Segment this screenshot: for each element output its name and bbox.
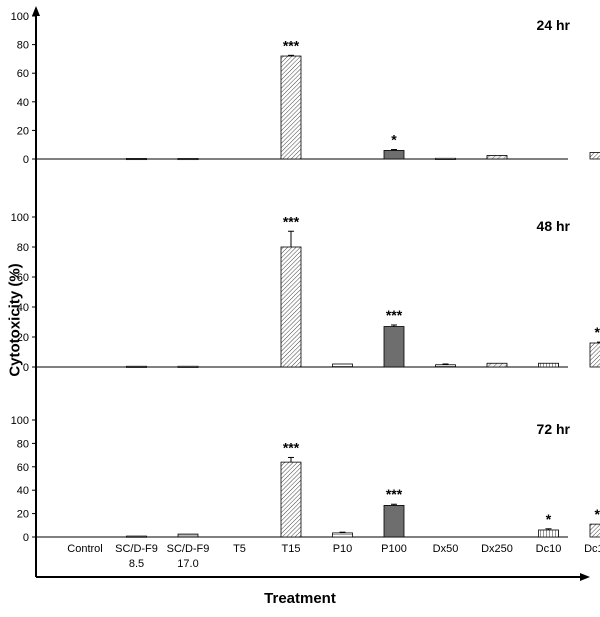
significance-marker: *** [386, 307, 403, 323]
category-label: Dx250 [481, 543, 513, 555]
significance-marker: * [546, 511, 552, 527]
significance-marker: *** [283, 37, 300, 53]
significance-marker: *** [386, 486, 403, 502]
bar [332, 363, 353, 368]
y-tick-label: 80 [17, 438, 29, 450]
bar [486, 362, 508, 368]
bar [589, 523, 600, 538]
bar [280, 246, 302, 368]
x-axis-title: Treatment [264, 590, 336, 607]
significance-marker: *** [283, 439, 300, 455]
y-tick-label: 60 [17, 462, 29, 474]
significance-marker: ** [595, 506, 600, 522]
y-tick-label: 60 [17, 68, 29, 80]
bar [589, 152, 600, 160]
bar [435, 364, 456, 368]
bar [177, 365, 199, 368]
y-tick-label: 0 [23, 532, 29, 544]
bar [280, 461, 302, 538]
y-tick-label: 100 [11, 11, 29, 23]
bar [332, 532, 353, 538]
panel-label: 48 hr [537, 218, 571, 234]
bar [126, 158, 147, 161]
y-tick-label: 80 [17, 242, 29, 254]
bar [486, 155, 508, 160]
bar [538, 362, 559, 368]
y-tick-label: 100 [11, 212, 29, 224]
y-tick-label: 0 [23, 362, 29, 374]
category-label: P100 [381, 543, 407, 555]
y-axis-arrow [32, 6, 40, 16]
category-label: SC/D-F9 8.5 [115, 543, 158, 570]
category-label: T15 [282, 543, 301, 555]
bar [126, 365, 147, 368]
y-tick-label: 100 [11, 415, 29, 427]
significance-marker: ** [595, 324, 600, 340]
significance-marker: *** [283, 213, 300, 229]
category-label: SC/D-F9 17.0 [167, 543, 210, 570]
y-tick-label: 20 [17, 509, 29, 521]
y-tick-label: 80 [17, 40, 29, 52]
y-tick-label: 40 [17, 302, 29, 314]
category-label: P10 [333, 543, 353, 555]
y-tick-label: 20 [17, 125, 29, 137]
bar [383, 150, 405, 160]
y-tick-label: 60 [17, 272, 29, 284]
panel-label: 24 hr [537, 17, 571, 33]
y-tick-label: 0 [23, 154, 29, 166]
bar [126, 535, 147, 538]
category-label: T5 [233, 543, 246, 555]
bar [177, 533, 199, 538]
bar [383, 505, 405, 538]
y-tick-label: 40 [17, 485, 29, 497]
bar [538, 529, 559, 538]
panel-label: 72 hr [537, 421, 571, 437]
bar [177, 158, 199, 161]
category-label: Dc10 [536, 543, 562, 555]
category-label: Control [67, 543, 102, 555]
category-label: Dc100 [584, 543, 600, 555]
bar [589, 342, 600, 368]
y-axis-title: Cytotoxicity (%) [6, 263, 24, 377]
bar [435, 157, 456, 160]
significance-marker: * [391, 132, 397, 148]
x-axis-arrow [580, 573, 590, 581]
category-label: Dx50 [433, 543, 459, 555]
y-tick-label: 40 [17, 97, 29, 109]
bar [383, 326, 405, 368]
bar [280, 55, 302, 160]
y-tick-label: 20 [17, 332, 29, 344]
